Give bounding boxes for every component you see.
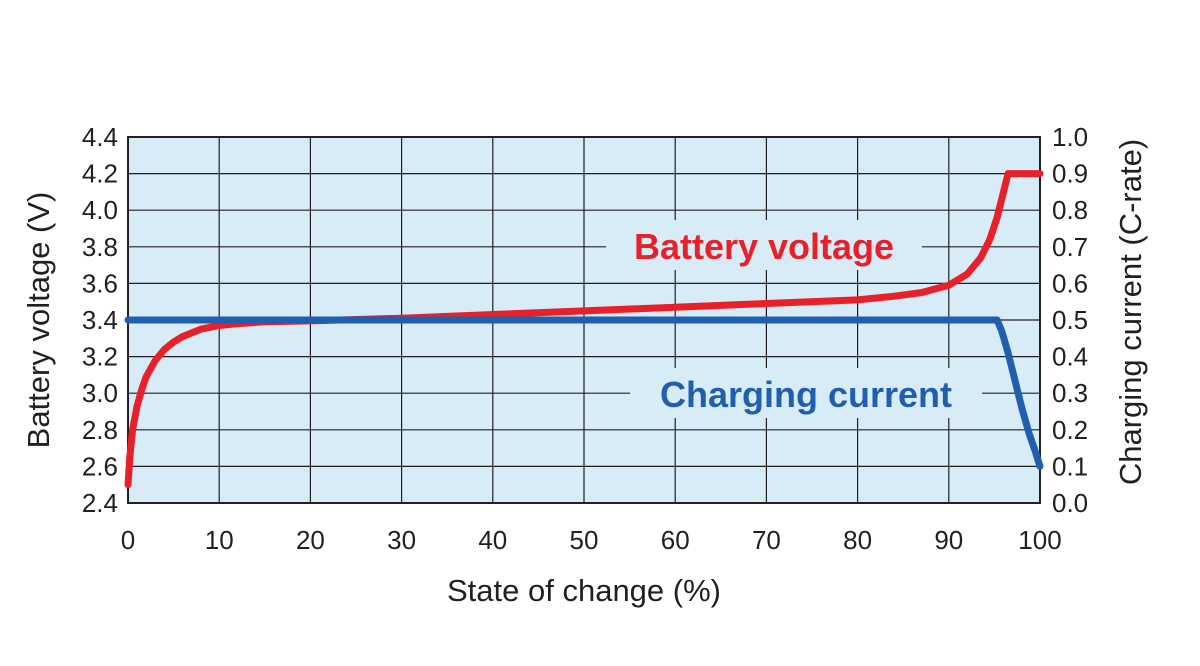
x-tick-labels: 0 10 20 30 40 50 60 70 80 90 100: [121, 525, 1062, 555]
annotation-background: [606, 220, 922, 270]
y2-tick-label: 0.7: [1052, 232, 1088, 262]
y-tick-label: 3.4: [82, 305, 118, 335]
annotation-background: [630, 368, 982, 418]
x-axis-title: State of change (%): [447, 573, 721, 608]
y2-tick-label: 0.0: [1052, 488, 1088, 518]
x-tick-label: 30: [387, 525, 416, 555]
y-tick-label: 2.6: [82, 451, 118, 481]
y-tick-label: 4.0: [82, 195, 118, 225]
y2-axis-title: Charging current (C-rate): [1113, 139, 1148, 485]
x-tick-label: 80: [843, 525, 872, 555]
y-tick-labels: 2.4 2.6 2.8 3.0 3.2 3.4 3.6 3.8 4.0 4.2 4.4: [82, 122, 118, 518]
y2-tick-label: 0.6: [1052, 268, 1088, 298]
x-tick-label: 0: [121, 525, 135, 555]
x-tick-label: 50: [570, 525, 599, 555]
x-tick-label: 20: [296, 525, 325, 555]
y-tick-label: 3.6: [82, 268, 118, 298]
y2-tick-label: 0.3: [1052, 378, 1088, 408]
series-annotation: Charging current: [660, 374, 952, 415]
y2-tick-label: 0.1: [1052, 451, 1088, 481]
y2-tick-labels: 0.0 0.1 0.2 0.3 0.4 0.5 0.6 0.7 0.8 0.9 1.0: [1052, 122, 1088, 518]
y-axis-title: Battery voltage (V): [21, 192, 56, 449]
x-tick-label: 60: [661, 525, 690, 555]
series-lines: [124, 170, 1044, 489]
series-annotation: Battery voltage: [634, 226, 894, 267]
x-tick-label: 70: [752, 525, 781, 555]
x-tick-label: 40: [478, 525, 507, 555]
y2-tick-label: 0.8: [1052, 195, 1088, 225]
y2-tick-label: 0.5: [1052, 305, 1088, 335]
series-line: [124, 316, 1044, 470]
y2-tick-label: 0.2: [1052, 415, 1088, 445]
x-tick-label: 90: [934, 525, 963, 555]
y2-tick-label: 0.4: [1052, 342, 1088, 372]
y-tick-label: 2.4: [82, 488, 118, 518]
y-tick-label: 3.2: [82, 342, 118, 372]
y-tick-label: 2.8: [82, 415, 118, 445]
y2-tick-label: 0.9: [1052, 159, 1088, 189]
y2-tick-label: 1.0: [1052, 122, 1088, 152]
series-annotations: Battery voltage Charging current: [606, 220, 982, 418]
y-tick-label: 4.4: [82, 122, 118, 152]
y-tick-label: 4.2: [82, 159, 118, 189]
x-tick-label: 10: [205, 525, 234, 555]
x-tick-label: 100: [1018, 525, 1061, 555]
y-tick-label: 3.0: [82, 378, 118, 408]
y-tick-label: 3.8: [82, 232, 118, 262]
